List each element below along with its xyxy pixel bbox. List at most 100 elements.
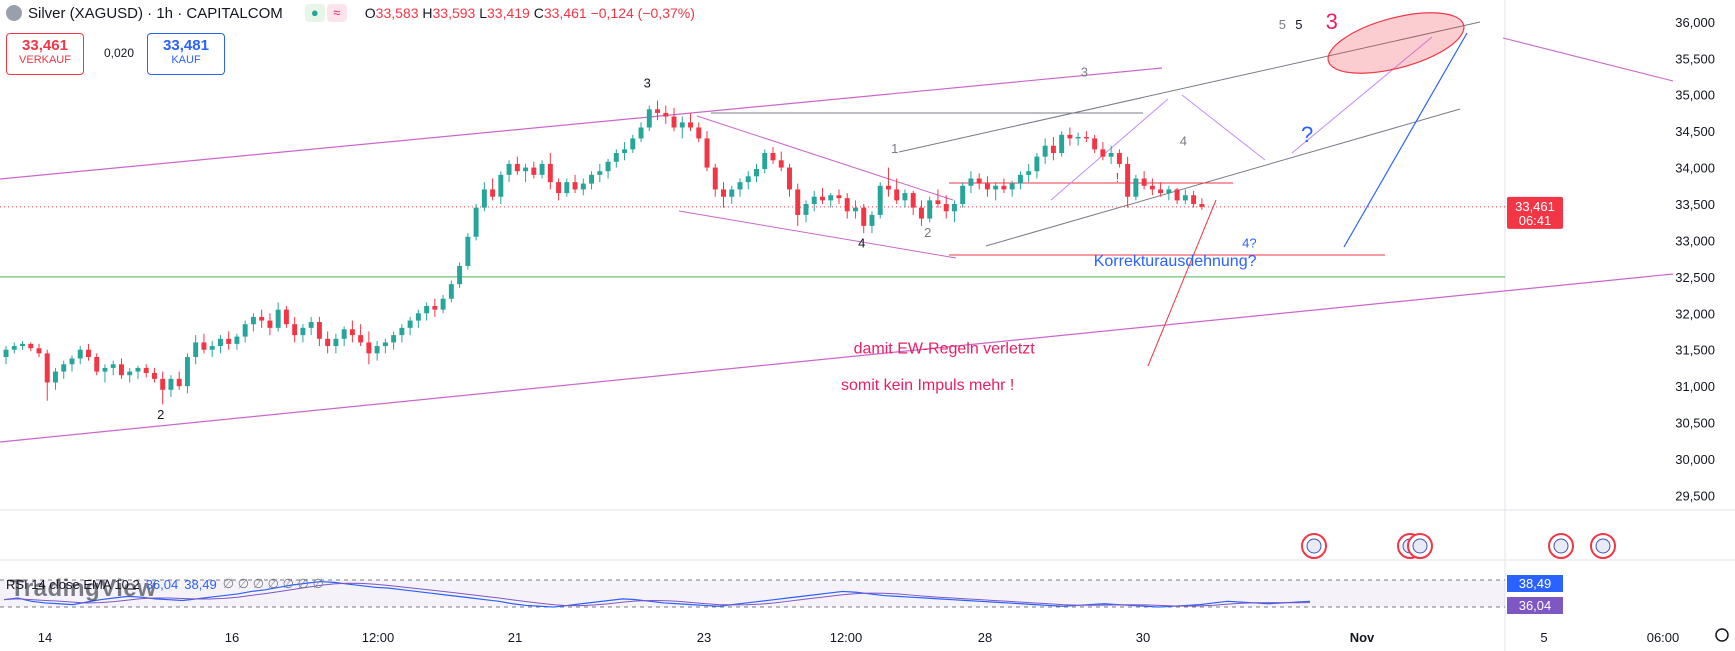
candle-body [655, 109, 661, 113]
candle-body [721, 189, 726, 197]
us-event-flag-inner [1595, 538, 1611, 554]
wave-annotation: 2 [157, 407, 164, 422]
candle-body [457, 265, 463, 285]
chart-header: Silver (XAGUSD) · 1h · CAPITALCOM ● ≈ O3… [0, 0, 695, 26]
candle-body [69, 358, 75, 365]
candle-body [589, 174, 595, 184]
upper-channel-line [0, 67, 1163, 180]
us-event-flag-inner [1306, 538, 1322, 554]
candle-body [160, 378, 166, 390]
candle-body [53, 371, 58, 383]
candle-body [828, 195, 834, 201]
x-tick-label: 14 [38, 630, 52, 645]
wave5-projection-line [1291, 36, 1433, 154]
rsi-legend[interactable]: RSI 14 close EMA 10 2 36,04 38,49 ∅ ∅ ∅ … [6, 576, 324, 592]
candle-body [424, 306, 430, 314]
candle-body [646, 109, 652, 128]
symbol-title[interactable]: Silver (XAGUSD) · 1h · CAPITALCOM [28, 4, 283, 22]
candle-body [622, 149, 628, 153]
sell-button[interactable]: 33,461 VERKAUF [6, 33, 84, 75]
x-tick-label: 23 [697, 630, 711, 645]
candle-body [679, 122, 685, 128]
candle-body [110, 364, 116, 368]
candle-body [1174, 189, 1180, 201]
candle-body [415, 313, 421, 321]
indicator-pills[interactable]: ● ≈ [304, 4, 347, 22]
target-ellipse [1327, 12, 1465, 74]
candle-body [151, 373, 157, 379]
candle-body [465, 236, 471, 266]
candle-body [1059, 134, 1065, 153]
candle-body [951, 204, 957, 212]
grey-upper-trend-line [898, 21, 1481, 153]
candle-body [127, 371, 133, 376]
candle-body [28, 343, 34, 349]
candle-body [1092, 138, 1098, 150]
candle-body [605, 161, 611, 172]
candle-body [795, 189, 801, 215]
y-tick-label: 31,500 [1675, 343, 1715, 358]
x-tick-label: 5 [1540, 630, 1547, 645]
wave-annotation: Korrekturausdehnung? [1094, 253, 1257, 270]
rsi-label: RSI 14 close EMA 10 2 [6, 576, 140, 592]
candle-body [118, 364, 124, 376]
candle-body [226, 338, 232, 344]
candle-body [44, 353, 50, 383]
candle-body [366, 342, 372, 354]
wave-annotation: 1 [891, 141, 898, 156]
candle-body [292, 324, 298, 336]
y-tick-label: 31,000 [1675, 379, 1715, 394]
candle-body [399, 327, 405, 336]
y-tick-label: 34,000 [1675, 161, 1715, 176]
candle-body [927, 200, 933, 219]
y-tick-label: 30,000 [1675, 452, 1715, 467]
candle-body [176, 378, 182, 387]
candle-body [1141, 178, 1147, 186]
candle-body [1133, 178, 1139, 197]
candle-body [580, 183, 586, 190]
candle-body [688, 122, 693, 128]
x-tick-label: 16 [225, 630, 239, 645]
buy-button[interactable]: 33,481 KAUF [147, 33, 225, 75]
dot-icon[interactable]: ● [304, 4, 325, 22]
candle-body [217, 338, 223, 347]
candle-body [836, 195, 842, 199]
candle-body [894, 189, 900, 201]
candle-body [960, 185, 966, 204]
candle-body [968, 178, 974, 186]
y-tick-label: 36,000 [1675, 15, 1715, 30]
candle-body [976, 178, 982, 184]
tradingview-watermark: TradingView [10, 575, 157, 602]
candle-body [201, 342, 207, 350]
candle-body [1009, 183, 1015, 190]
wave-icon[interactable]: ≈ [326, 4, 347, 22]
candle-body [547, 163, 553, 183]
rsi-signal-line [3, 582, 1311, 607]
wave-annotation: ? [1301, 122, 1313, 147]
wave-annotation: 5 [1279, 17, 1286, 32]
candle-body [630, 138, 636, 150]
wave3-projection-line [1050, 98, 1169, 201]
y-tick-label: 29,500 [1675, 488, 1715, 503]
rsi-line [3, 580, 1311, 608]
rsi-axis-label: 36,04 [1519, 598, 1552, 613]
candle-body [1158, 189, 1164, 194]
candle-body [1108, 153, 1114, 157]
y-tick-label: 30,500 [1675, 416, 1715, 431]
annotation-pointer-line [1147, 199, 1217, 367]
candle-body [490, 189, 496, 197]
rsi-null-values: ∅ ∅ ∅ ∅ ∅ ∅ ∅ [222, 576, 324, 591]
candle-body [1083, 136, 1089, 139]
candle-body [267, 320, 273, 328]
candle-body [861, 207, 867, 226]
symbol-logo-icon [6, 5, 22, 21]
candle-body [209, 346, 215, 350]
candle-body [885, 185, 891, 190]
candle-body [1075, 136, 1081, 139]
rsi-value2: 38,49 [184, 576, 217, 592]
candle-body [1067, 134, 1073, 139]
y-tick-label: 35,500 [1675, 51, 1715, 66]
candle-body [250, 316, 256, 325]
rsi-badge-2 [1507, 597, 1563, 614]
